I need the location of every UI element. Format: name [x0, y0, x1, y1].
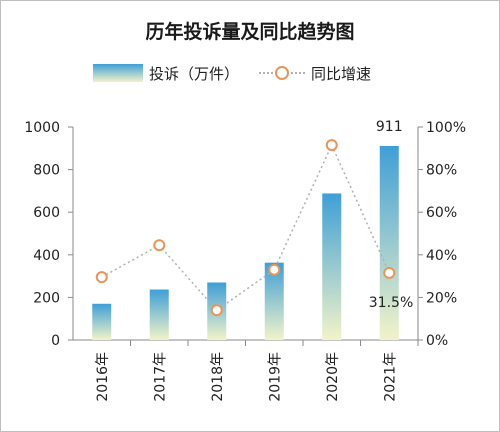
line-data-label: 31.5% — [369, 295, 413, 311]
y-tick-label-right: 80% — [426, 163, 457, 179]
legend-label-growth: 同比增速 — [311, 64, 372, 83]
x-tick-label: 2017年 — [152, 352, 168, 402]
y-tick-label-right: 60% — [426, 205, 457, 221]
x-tick-label: 2019年 — [267, 352, 283, 402]
y-tick-label-right: 0% — [426, 333, 448, 349]
legend-bar-swatch — [93, 64, 143, 82]
x-tick-label: 2020年 — [325, 352, 341, 402]
bar — [92, 303, 112, 340]
y-tick-label-left: 800 — [33, 163, 60, 179]
legend-marker-swatch — [275, 65, 290, 80]
growth-point — [153, 239, 166, 252]
y-tick-label-right: 100% — [426, 120, 466, 136]
y-tick-label-left: 200 — [33, 290, 60, 306]
legend: 投诉（万件） 同比增速 — [93, 61, 371, 85]
growth-point — [268, 263, 281, 276]
y-tick-label-left: 600 — [33, 205, 60, 221]
growth-point — [325, 139, 338, 152]
bar — [379, 145, 399, 340]
y-tick-label-left: 1000 — [24, 120, 60, 136]
y-tick-label-left: 0 — [51, 333, 60, 349]
bar — [149, 289, 169, 340]
x-tick-label: 2016年 — [95, 352, 111, 402]
x-tick-label: 2021年 — [382, 352, 398, 402]
legend-label-complaints: 投诉（万件） — [149, 64, 240, 83]
y-tick-label-left: 400 — [33, 248, 60, 264]
chart-title: 历年投诉量及同比趋势图 — [145, 21, 355, 43]
growth-line — [101, 143, 390, 312]
legend-line-item: 同比增速 — [259, 63, 371, 84]
growth-point — [210, 304, 223, 317]
x-tick-label: 2018年 — [210, 352, 226, 402]
legend-line-swatch — [259, 65, 306, 80]
y-tick-label-right: 20% — [426, 290, 457, 306]
bar-data-label: 911 — [376, 119, 403, 135]
bar — [322, 193, 342, 340]
growth-point — [383, 266, 396, 279]
y-tick-label-right: 40% — [426, 248, 457, 264]
growth-point — [95, 271, 108, 284]
bar — [264, 262, 284, 340]
